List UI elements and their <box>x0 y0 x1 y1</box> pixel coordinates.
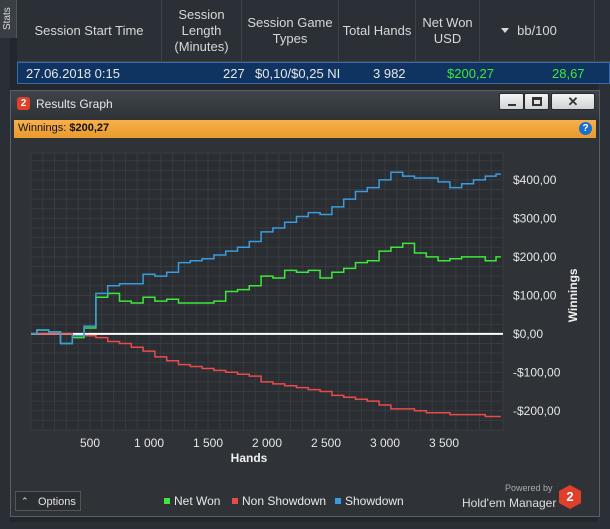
dialog-title: Results Graph <box>36 97 113 111</box>
y-axis-label: Winnings <box>566 268 580 322</box>
y-tick-label: $0,00 <box>513 327 543 341</box>
x-tick-label: 500 <box>80 436 100 450</box>
x-tick-label: 2 000 <box>252 436 282 450</box>
y-tick-label: -$100,00 <box>513 365 561 379</box>
y-tick-label: $400,00 <box>513 173 557 187</box>
hm2-logo-icon: 2 <box>559 485 581 509</box>
x-tick-label: 1 500 <box>193 436 223 450</box>
legend-showdown: Showdown <box>335 494 404 508</box>
y-tick-label: $200,00 <box>513 250 557 264</box>
col-session-game-types[interactable]: Session Game Types <box>242 0 339 62</box>
winnings-bar: Winnings: $200,27 ? <box>14 120 596 138</box>
col-net-won-usd[interactable]: Net Won USD <box>416 0 480 62</box>
legend-label-net-won: Net Won <box>174 494 221 508</box>
bottom-row <box>0 522 610 529</box>
cell-net-won: $200,27 <box>447 66 494 81</box>
maximize-button[interactable] <box>524 93 549 110</box>
brand-name: Hold'em Manager <box>462 496 557 510</box>
y-tick-label: -$200,00 <box>513 404 561 418</box>
right-strip <box>598 84 610 529</box>
stats-side-tab[interactable]: Stats <box>0 0 17 38</box>
col-session-start-time[interactable]: Session Start Time <box>17 0 162 62</box>
legend-label-non-showdown: Non Showdown <box>242 494 327 508</box>
col-session-length[interactable]: Session Length (Minutes) <box>162 0 242 62</box>
stats-tab-label: Stats <box>2 7 13 30</box>
legend-label-showdown: Showdown <box>345 494 404 508</box>
winnings-value: $200,27 <box>69 122 110 134</box>
x-tick-label: 1 000 <box>134 436 164 450</box>
legend-swatch-showdown <box>335 498 341 504</box>
cell-length: 227 <box>223 66 245 81</box>
y-tick-label: $100,00 <box>513 288 557 302</box>
minimize-icon <box>508 104 516 106</box>
cell-start-time: 27.06.2018 0:15 <box>26 66 120 81</box>
x-tick-label: 3 500 <box>429 436 459 450</box>
table-row-selected[interactable]: 27.06.2018 0:15 227 $0,10/$0,25 NI 3 982… <box>17 62 610 84</box>
x-axis-label: Hands <box>231 451 268 465</box>
legend-swatch-net-won <box>164 498 170 504</box>
cell-bb100: 28,67 <box>552 66 585 81</box>
non-showdown-line <box>31 333 501 418</box>
col-bb-100[interactable]: bb/100 <box>480 0 595 62</box>
powered-by-text: Powered by <box>505 483 553 493</box>
net-won-line <box>31 242 501 345</box>
x-tick-label: 2 500 <box>311 436 341 450</box>
legend-swatch-non-showdown <box>232 498 238 504</box>
winnings-summary: Winnings: $200,27 <box>18 122 109 134</box>
help-icon[interactable]: ? <box>579 122 592 135</box>
dialog-titlebar[interactable]: 2 Results Graph ✕ <box>11 91 599 117</box>
options-button[interactable]: ⌃ Options <box>15 491 81 511</box>
left-rail <box>0 38 10 529</box>
cell-total-hands: 3 982 <box>373 66 406 81</box>
chevron-up-icon: ⌃ <box>21 496 29 506</box>
close-icon: ✕ <box>567 94 579 109</box>
winnings-label: Winnings: <box>18 122 67 134</box>
cell-game-types: $0,10/$0,25 NI <box>255 66 341 81</box>
legend-net-won: Net Won <box>164 494 220 508</box>
sort-desc-icon[interactable] <box>501 28 509 33</box>
legend-non-showdown: Non Showdown <box>232 494 326 508</box>
minimize-button[interactable] <box>499 93 524 110</box>
results-graph-dialog: 2 Results Graph ✕ Winnings: $200,27 ? 50… <box>10 90 600 517</box>
options-label: Options <box>38 496 76 508</box>
y-tick-label: $300,00 <box>513 211 557 225</box>
table-header: Session Start Time Session Length (Minut… <box>17 0 610 62</box>
showdown-line <box>31 171 501 345</box>
results-line-chart: 500 1 000 1 500 2 000 2 500 3 000 3 500 $400,00… <box>30 152 580 465</box>
maximize-icon <box>532 97 542 106</box>
col-total-hands[interactable]: Total Hands <box>339 0 416 62</box>
hm-logo-icon: 2 <box>17 97 30 110</box>
close-button[interactable]: ✕ <box>551 93 595 110</box>
x-tick-label: 3 000 <box>370 436 400 450</box>
